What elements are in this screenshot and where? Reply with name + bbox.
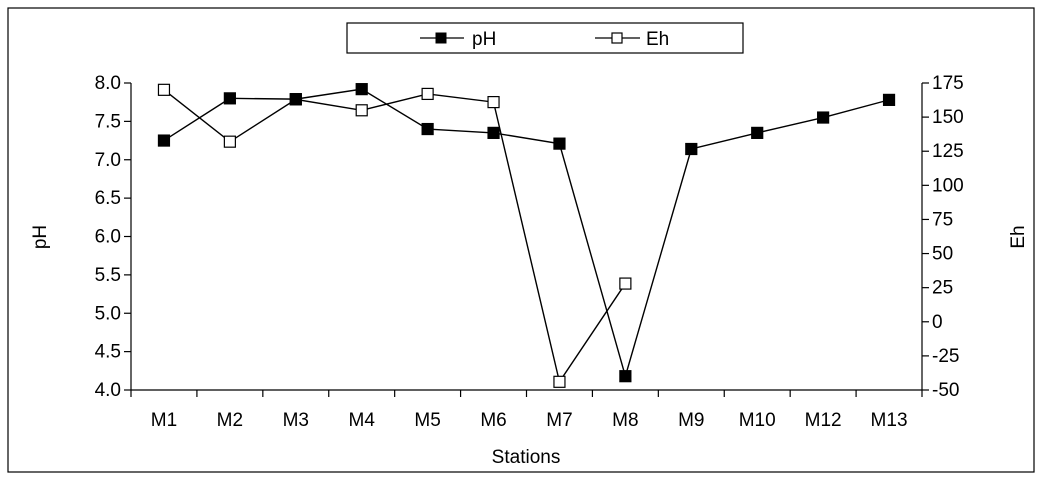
x-tick-label: M5 (414, 410, 440, 431)
left-tick-label: 7.0 (95, 150, 121, 171)
series-ph-point (487, 126, 500, 139)
series-ph-point (882, 93, 896, 106)
x-tick-label: M13 (871, 410, 908, 431)
series-eh-point (223, 135, 236, 148)
left-axis-ticks: 4.0 4.5 5.0 5.5 6.0 6.5 7.0 7.5 8.0 (95, 73, 131, 401)
right-axis-ticks: -50 -25 0 25 50 75 100 125 150 175 (922, 73, 964, 401)
x-tick-label: M9 (678, 410, 704, 431)
x-tick-label: M1 (151, 410, 177, 431)
left-tick-label: 6.0 (95, 227, 121, 248)
series-eh-point (619, 277, 632, 290)
left-tick-label: 5.5 (95, 265, 121, 286)
y-axis-title-right: Eh (1008, 225, 1029, 248)
legend-eh-label: Eh (646, 29, 669, 50)
series-ph-point (817, 111, 830, 124)
right-tick-label: 0 (932, 312, 943, 333)
series-ph-line (163, 88, 890, 379)
legend-box (346, 22, 744, 54)
series-ph-point (157, 134, 171, 147)
left-tick-label: 4.0 (95, 380, 121, 401)
series-ph-point (289, 93, 302, 106)
right-tick-label: 100 (932, 175, 964, 196)
series-ph-point (751, 126, 764, 139)
right-tick-label: 175 (932, 73, 964, 94)
series-ph-point (619, 370, 632, 383)
x-axis-ticks: M1 M2 M3 M4 M5 M6 M7 M8 M9 M10 M12 M13 (130, 390, 923, 431)
right-tick-label: 25 (932, 278, 953, 299)
series-eh-point (355, 104, 368, 117)
series-eh-point (421, 87, 434, 101)
series-ph (157, 83, 896, 383)
chart-frame (7, 7, 1035, 473)
x-tick-label: M2 (217, 410, 243, 431)
series-eh-point (487, 96, 500, 109)
x-tick-label: M4 (349, 410, 376, 431)
x-axis-title: Stations (492, 447, 561, 468)
x-tick-label: M10 (739, 410, 776, 431)
series-eh-point (157, 83, 171, 96)
series-eh-line (163, 89, 626, 384)
right-tick-label: -50 (932, 380, 959, 401)
legend-ph-label: pH (472, 29, 496, 50)
right-tick-label: 50 (932, 244, 953, 265)
series-eh-point (553, 375, 566, 388)
series-ph-point (553, 137, 566, 150)
right-tick-label: 75 (932, 209, 953, 230)
legend: pH Eh (346, 22, 744, 54)
x-tick-label: M7 (546, 410, 572, 431)
plot-area: 4.0 4.5 5.0 5.5 6.0 6.5 7.0 7.5 8.0 -50 -25 0 25 50 7… (95, 73, 964, 431)
x-tick-label: M8 (612, 410, 638, 431)
left-tick-label: 4.5 (95, 342, 121, 363)
x-tick-label: M12 (805, 410, 842, 431)
x-tick-label: M3 (283, 410, 309, 431)
series-ph-point (421, 122, 434, 136)
right-tick-label: -25 (932, 346, 959, 367)
y-axis-title-left: pH (30, 225, 51, 249)
left-tick-label: 7.5 (95, 111, 121, 132)
right-tick-label: 125 (932, 141, 964, 162)
left-tick-label: 8.0 (95, 73, 121, 94)
series-ph-point (355, 83, 368, 96)
series-ph-point (223, 92, 236, 105)
legend-ph-marker (435, 32, 447, 44)
series-ph-point (685, 142, 698, 156)
legend-eh-marker (611, 32, 623, 44)
left-tick-label: 6.5 (95, 188, 121, 209)
left-tick-label: 5.0 (95, 303, 121, 324)
right-tick-label: 150 (932, 107, 964, 128)
x-tick-label: M6 (480, 410, 506, 431)
